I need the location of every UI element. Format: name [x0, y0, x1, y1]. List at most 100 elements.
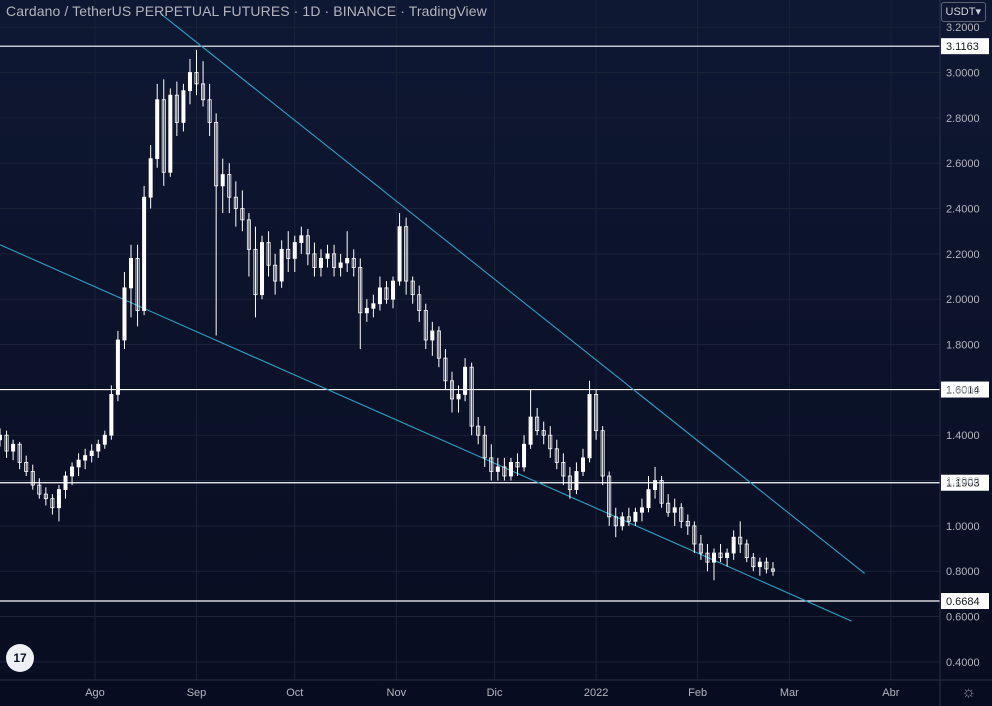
trendlines[interactable]: [0, 13, 866, 622]
candle-body: [515, 461, 520, 468]
price-tick-label: 0.4000: [946, 657, 980, 669]
candle-body: [299, 235, 304, 243]
candle: [56, 485, 61, 522]
time-tick-label: Ago: [85, 687, 105, 699]
price-tick-label: 1.4000: [946, 430, 980, 442]
candle-body: [227, 174, 232, 198]
candle: [194, 49, 199, 96]
level-price-label: 3.1163: [946, 41, 979, 53]
time-tick-label: Oct: [286, 687, 303, 699]
candle-body: [312, 253, 317, 268]
candle: [266, 231, 271, 277]
price-axis[interactable]: 3.2000 3.0000 2.8000 2.6000 2.4000 2.2000 2.00…: [939, 0, 980, 706]
candle-body: [449, 380, 454, 400]
candle: [181, 83, 186, 132]
candle: [214, 113, 219, 336]
candle-body: [738, 536, 743, 545]
candle-body: [626, 516, 631, 522]
candle: [712, 548, 717, 581]
candle: [456, 385, 461, 413]
candle-body: [246, 219, 251, 250]
candle: [666, 494, 671, 517]
candle: [567, 466, 572, 499]
candle-body: [325, 253, 330, 259]
candle: [384, 281, 389, 304]
candle-body: [11, 443, 16, 452]
time-tick-label: Nov: [387, 687, 407, 699]
candle-body: [718, 552, 723, 558]
candle: [17, 442, 22, 470]
candle: [443, 349, 448, 390]
settings-icon[interactable]: ☼: [961, 684, 976, 701]
candle-body: [554, 448, 559, 463]
candle-body: [646, 489, 651, 509]
level-price-label: 0.6684: [946, 596, 980, 608]
level-price-tag: [941, 381, 989, 398]
candle: [417, 285, 422, 322]
candle: [423, 303, 428, 350]
candle-body: [89, 450, 94, 457]
candle-body: [574, 471, 579, 491]
candle: [233, 181, 238, 227]
candle-body: [83, 455, 88, 461]
candle: [0, 428, 3, 447]
time-axis[interactable]: Ago Sep Oct Nov Dic 2022 Feb Mar Abr: [0, 679, 992, 699]
candle: [292, 235, 297, 272]
time-tick-label: Mar: [780, 687, 799, 699]
candle: [653, 466, 658, 499]
candle: [325, 244, 330, 268]
candle: [436, 326, 441, 368]
candle: [155, 83, 160, 168]
candle-body: [155, 99, 160, 160]
candle-body: [338, 262, 343, 268]
candle-body: [220, 174, 225, 187]
candle: [364, 299, 369, 322]
candle: [751, 553, 756, 572]
level-price-tag: [941, 593, 989, 610]
candle-body: [653, 480, 658, 490]
candle-body: [292, 242, 297, 259]
candle-body: [260, 242, 265, 296]
tradingview-logo[interactable]: 17: [6, 644, 34, 672]
candle-body: [214, 122, 219, 187]
candle: [148, 145, 153, 209]
candle: [502, 457, 507, 481]
candle: [639, 498, 644, 522]
candle-body: [207, 99, 212, 123]
price-tick-label: 3.2000: [946, 22, 980, 34]
candle-body: [417, 294, 422, 311]
candle-body: [620, 516, 625, 527]
candle: [83, 448, 88, 470]
candle-body: [770, 568, 775, 572]
currency-selector[interactable]: USDT▾: [940, 2, 986, 22]
candle: [449, 371, 454, 413]
candle-body: [679, 507, 684, 522]
candle: [253, 226, 258, 318]
candle: [273, 253, 278, 295]
candle-body: [666, 502, 671, 513]
level-price-tag: [941, 38, 989, 55]
time-tick-label: Feb: [688, 687, 707, 699]
price-tick-label: 0.6000: [946, 612, 980, 624]
candle-body: [692, 525, 697, 545]
candle-body: [115, 339, 120, 395]
chart-title: Cardano / TetherUS PERPETUAL FUTURES · 1…: [6, 3, 487, 19]
candle: [391, 276, 396, 309]
candle: [161, 79, 166, 186]
trendline-lower[interactable]: [0, 244, 852, 622]
candle-body: [358, 267, 363, 314]
candle-body: [594, 393, 599, 432]
candle-body: [463, 366, 468, 395]
candle-body: [757, 561, 762, 568]
trendline-upper[interactable]: [160, 13, 866, 574]
candle-body: [201, 83, 206, 101]
time-tick-label: Dic: [487, 687, 503, 699]
candle: [463, 358, 468, 402]
candle-body: [30, 471, 35, 486]
candle: [24, 455, 29, 476]
candle-body: [508, 461, 513, 477]
candle: [50, 494, 55, 515]
candle: [260, 235, 265, 300]
